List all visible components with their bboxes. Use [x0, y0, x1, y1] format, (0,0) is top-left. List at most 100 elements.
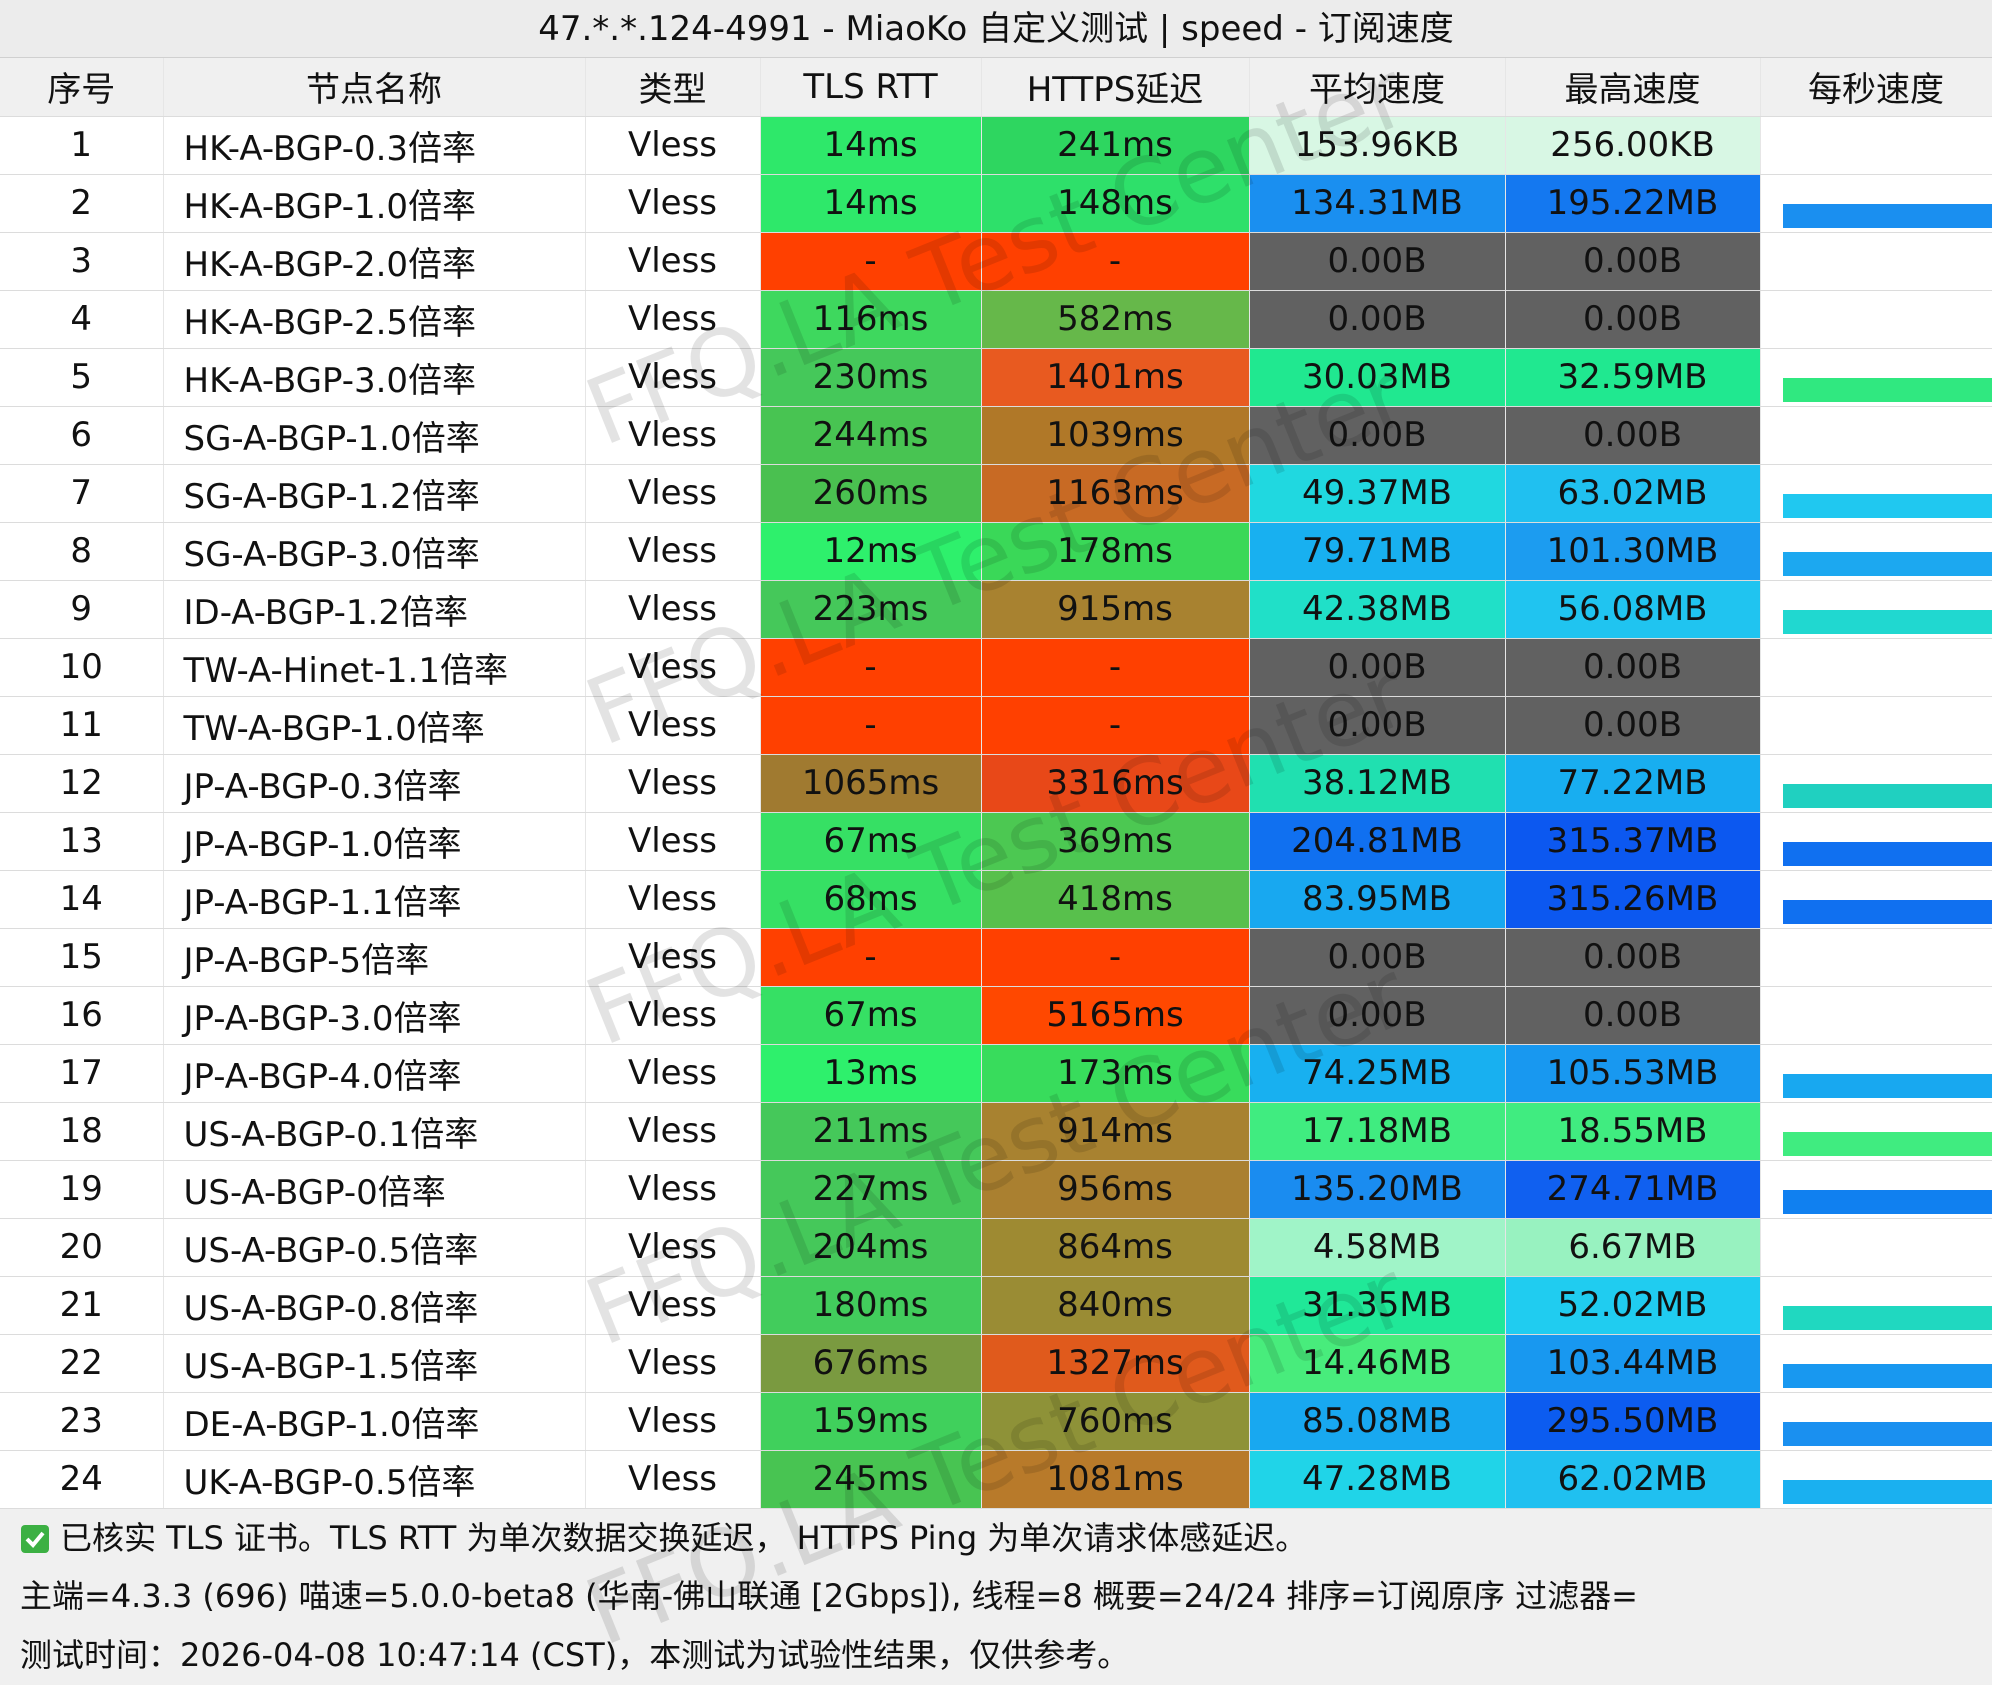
row-index: 3	[0, 232, 164, 291]
node-row: 15 JP-A-BGP-5倍率 Vless - -0.00B 0.00B	[0, 928, 1992, 987]
node-type: Vless	[585, 986, 761, 1045]
https-delay: 1163ms	[981, 464, 1250, 523]
node-type: Vless	[585, 406, 761, 465]
max-speed: 315.37MB	[1505, 812, 1761, 871]
node-row: 9 ID-A-BGP-1.2倍率 Vless 223ms 915ms 42.38MB 56.…	[0, 580, 1992, 639]
avg-speed: 74.25MB	[1249, 1044, 1506, 1103]
max-speed: 0.00B	[1505, 638, 1761, 697]
speed-sparkline	[1760, 696, 1992, 755]
max-speed: 195.22MB	[1505, 174, 1761, 233]
node-type: Vless	[585, 870, 761, 929]
node-type: Vless	[585, 174, 761, 233]
node-name: JP-A-BGP-3.0倍率	[163, 986, 586, 1045]
node-row: 14 JP-A-BGP-1.1倍率 Vless 68ms 418ms 83.95MB 315…	[0, 870, 1992, 929]
row-index: 6	[0, 406, 164, 465]
max-speed: 32.59MB	[1505, 348, 1761, 407]
node-type: Vless	[585, 348, 761, 407]
tls-rtt: -	[760, 928, 982, 987]
avg-speed: 14.46MB	[1249, 1334, 1506, 1393]
node-name: US-A-BGP-0.5倍率	[163, 1218, 586, 1277]
avg-speed: 47.28MB	[1249, 1450, 1506, 1509]
https-delay: 241ms	[981, 116, 1250, 175]
speed-sparkline	[1760, 638, 1992, 697]
sparkline-bar	[1782, 1189, 1991, 1214]
https-delay: 582ms	[981, 290, 1250, 349]
sparkline-bar	[1782, 203, 1991, 228]
tls-rtt: 244ms	[760, 406, 982, 465]
node-name: HK-A-BGP-0.3倍率	[163, 116, 586, 175]
max-speed: 105.53MB	[1505, 1044, 1761, 1103]
node-row: 2 HK-A-BGP-1.0倍率 Vless 14ms 148ms 134.31MB 195…	[0, 174, 1992, 233]
avg-speed: 0.00B	[1249, 928, 1506, 987]
https-delay: 1039ms	[981, 406, 1250, 465]
max-speed: 256.00KB	[1505, 116, 1761, 175]
speed-sparkline	[1760, 1392, 1992, 1451]
column-header: TLS RTT	[760, 58, 982, 117]
https-delay: -	[981, 696, 1250, 755]
row-index: 12	[0, 754, 164, 813]
tls-rtt: 12ms	[760, 522, 982, 581]
speed-sparkline	[1760, 232, 1992, 291]
node-name: HK-A-BGP-2.5倍率	[163, 290, 586, 349]
max-speed: 52.02MB	[1505, 1276, 1761, 1335]
sparkline-bar	[1782, 841, 1991, 866]
avg-speed: 85.08MB	[1249, 1392, 1506, 1451]
tls-rtt: 13ms	[760, 1044, 982, 1103]
speed-sparkline	[1760, 870, 1992, 929]
node-type: Vless	[585, 1102, 761, 1161]
row-index: 15	[0, 928, 164, 987]
tls-rtt: 204ms	[760, 1218, 982, 1277]
https-delay: 1401ms	[981, 348, 1250, 407]
speed-sparkline	[1760, 1044, 1992, 1103]
speed-sparkline	[1760, 1334, 1992, 1393]
node-type: Vless	[585, 754, 761, 813]
speed-sparkline	[1760, 174, 1992, 233]
https-delay: 178ms	[981, 522, 1250, 581]
node-name: DE-A-BGP-1.0倍率	[163, 1392, 586, 1451]
node-type: Vless	[585, 928, 761, 987]
row-index: 24	[0, 1450, 164, 1509]
avg-speed: 0.00B	[1249, 696, 1506, 755]
node-row: 8 SG-A-BGP-3.0倍率 Vless 12ms 178ms 79.71MB 101.…	[0, 522, 1992, 581]
https-delay: 914ms	[981, 1102, 1250, 1161]
node-name: HK-A-BGP-1.0倍率	[163, 174, 586, 233]
sparkline-bar	[1782, 1479, 1991, 1504]
tls-rtt: 180ms	[760, 1276, 982, 1335]
avg-speed: 0.00B	[1249, 406, 1506, 465]
node-row: 23 DE-A-BGP-1.0倍率 Vless 159ms 760ms 85.08MB 29…	[0, 1392, 1992, 1451]
node-type: Vless	[585, 1218, 761, 1277]
max-speed: 274.71MB	[1505, 1160, 1761, 1219]
node-row: 19 US-A-BGP-0倍率 Vless 227ms 956ms 135.20MB 274…	[0, 1160, 1992, 1219]
https-delay: 173ms	[981, 1044, 1250, 1103]
speed-sparkline	[1760, 522, 1992, 581]
node-row: 22 US-A-BGP-1.5倍率 Vless 676ms 1327ms 14.46MB 1…	[0, 1334, 1992, 1393]
node-row: 11 TW-A-BGP-1.0倍率 Vless - -0.00B 0.00B	[0, 696, 1992, 755]
max-speed: 0.00B	[1505, 290, 1761, 349]
row-index: 17	[0, 1044, 164, 1103]
speed-sparkline	[1760, 406, 1992, 465]
avg-speed: 0.00B	[1249, 232, 1506, 291]
tls-rtt: 227ms	[760, 1160, 982, 1219]
speed-sparkline	[1760, 116, 1992, 175]
https-delay: 840ms	[981, 1276, 1250, 1335]
https-delay: 1327ms	[981, 1334, 1250, 1393]
column-header: 类型	[585, 58, 761, 117]
avg-speed: 0.00B	[1249, 638, 1506, 697]
sparkline-bar	[1782, 899, 1991, 924]
https-delay: 369ms	[981, 812, 1250, 871]
window-title: 47.*.*.124-4991 - MiaoKo 自定义测试 | speed -…	[0, 0, 1992, 58]
https-delay: -	[981, 232, 1250, 291]
https-delay: -	[981, 928, 1250, 987]
node-row: 13 JP-A-BGP-1.0倍率 Vless 67ms 369ms 204.81MB 31…	[0, 812, 1992, 871]
row-index: 20	[0, 1218, 164, 1277]
sparkline-bar	[1782, 1363, 1991, 1388]
row-index: 22	[0, 1334, 164, 1393]
speed-sparkline	[1760, 1160, 1992, 1219]
max-speed: 63.02MB	[1505, 464, 1761, 523]
speed-sparkline	[1760, 1450, 1992, 1509]
avg-speed: 135.20MB	[1249, 1160, 1506, 1219]
max-speed: 0.00B	[1505, 232, 1761, 291]
node-row: 6 SG-A-BGP-1.0倍率 Vless 244ms 1039ms 0.00B 0.00…	[0, 406, 1992, 465]
row-index: 10	[0, 638, 164, 697]
